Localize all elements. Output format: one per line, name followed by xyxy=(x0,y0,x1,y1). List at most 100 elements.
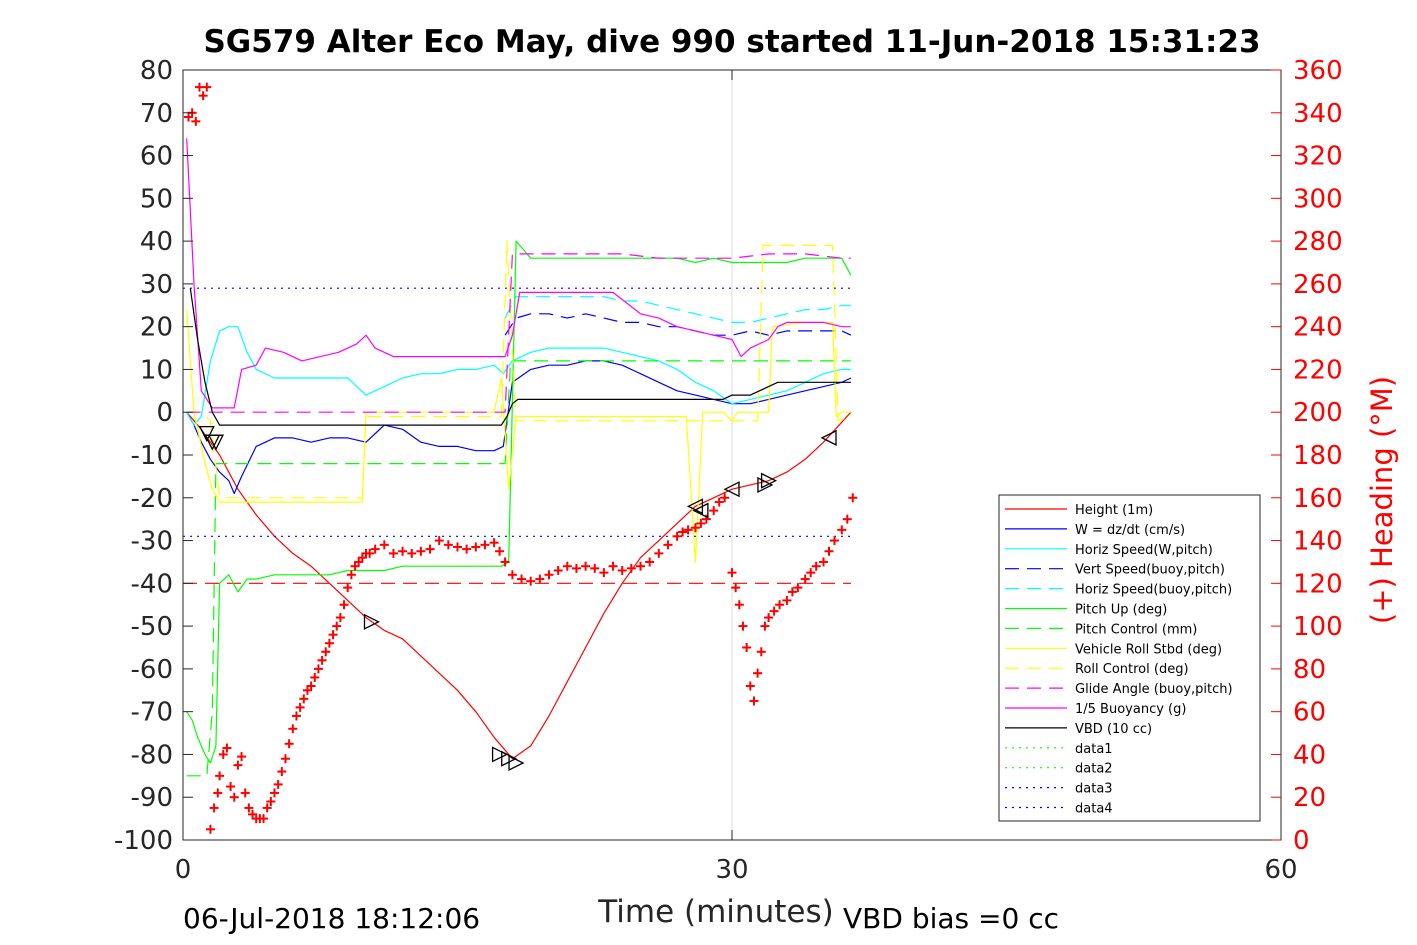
y-tick-label: -30 xyxy=(131,527,173,557)
y2-tick-label: 360 xyxy=(1293,56,1343,86)
y2-tick-label: 60 xyxy=(1293,698,1326,728)
y-tick-label: -100 xyxy=(114,826,173,856)
legend-label: Horiz Speed(W,pitch) xyxy=(1075,543,1213,558)
heading-point xyxy=(262,803,272,813)
heading-point xyxy=(202,82,212,92)
series-layer xyxy=(183,138,852,777)
heading-point xyxy=(328,630,338,640)
legend-label: Glide Angle (buoy,pitch) xyxy=(1075,682,1233,697)
heading-point xyxy=(709,506,719,516)
heading-point xyxy=(553,566,563,575)
heading-point xyxy=(229,792,239,802)
series-line-7 xyxy=(186,309,851,563)
footer-vbd-bias: VBD bias =0 cc xyxy=(843,902,1059,935)
heading-point xyxy=(714,497,724,507)
heading-point xyxy=(280,754,290,764)
heading-point xyxy=(745,681,755,691)
heading-point xyxy=(806,568,816,578)
legend-label: Vert Speed(buoy,pitch) xyxy=(1075,563,1225,578)
heading-point xyxy=(335,613,345,623)
heading-point xyxy=(760,621,770,631)
legend-label: data3 xyxy=(1075,782,1113,797)
heading-point xyxy=(259,814,269,824)
y-tick-label: 70 xyxy=(140,99,173,129)
legend-label: Vehicle Roll Stbd (deg) xyxy=(1075,642,1222,657)
heading-point xyxy=(683,525,693,535)
heading-point xyxy=(222,743,232,753)
legend-label: data1 xyxy=(1075,742,1113,757)
heading-point xyxy=(654,548,664,558)
y2-tick-label: 160 xyxy=(1293,484,1343,514)
heading-point xyxy=(284,739,294,749)
heading-point xyxy=(636,561,645,571)
heading-point xyxy=(769,606,779,616)
heading-point xyxy=(306,681,316,691)
heading-point xyxy=(824,546,834,556)
y-tick-label: -10 xyxy=(131,441,173,471)
heading-point xyxy=(738,621,748,631)
x-axis-label: Time (minutes) xyxy=(597,894,833,930)
heading-point xyxy=(811,561,821,571)
heading-point xyxy=(590,563,600,573)
heading-point xyxy=(787,587,797,597)
y2-tick-label: 320 xyxy=(1293,142,1343,172)
heading-point xyxy=(240,788,250,798)
heading-point xyxy=(775,600,785,610)
heading-point xyxy=(343,583,353,593)
heading-point xyxy=(277,767,287,777)
labels-layer: SG579 Alter Eco May, dive 990 started 11… xyxy=(183,24,1399,935)
heading-point xyxy=(742,643,752,652)
y2-tick-label: 300 xyxy=(1293,184,1343,214)
heading-point xyxy=(507,570,517,580)
heading-point xyxy=(489,538,499,548)
legend-label: data2 xyxy=(1075,762,1113,777)
y-tick-label: 50 xyxy=(140,184,173,214)
heading-point xyxy=(270,788,279,798)
heading-point xyxy=(672,531,682,541)
footer-timestamp: 06-Jul-2018 18:12:06 xyxy=(183,902,480,935)
heading-point xyxy=(443,540,453,550)
heading-point xyxy=(346,570,356,580)
y2-tick-label: 280 xyxy=(1293,227,1343,257)
ticks: 0 30 6080706050403020100-10-20-30-40-50-60… xyxy=(114,56,1343,885)
heading-point xyxy=(434,536,444,546)
heading-point xyxy=(562,561,572,571)
series-line-5 xyxy=(186,240,852,764)
heading-point xyxy=(370,544,380,554)
y2-tick-label: 40 xyxy=(1293,740,1326,770)
heading-point xyxy=(237,752,247,762)
glide-marker xyxy=(692,502,709,519)
heading-point xyxy=(837,525,847,535)
heading-point xyxy=(205,824,215,834)
heading-point xyxy=(731,583,741,593)
heading-point xyxy=(829,536,839,546)
series-line-11 xyxy=(189,288,851,426)
heading-point xyxy=(425,544,435,554)
heading-point xyxy=(379,540,389,550)
heading-point xyxy=(480,540,490,550)
legend-label: W = dz/dt (cm/s) xyxy=(1075,523,1185,538)
y-tick-label: -90 xyxy=(131,783,173,813)
heading-point xyxy=(462,544,472,554)
heading-point xyxy=(299,694,309,704)
x-tick-label: 0 xyxy=(175,855,192,885)
heading-point xyxy=(310,672,320,682)
series-line-10 xyxy=(186,138,851,409)
heading-point xyxy=(500,557,510,567)
heading-point xyxy=(244,803,254,813)
heading-point xyxy=(471,542,481,552)
heading-point xyxy=(819,557,828,567)
heading-point xyxy=(218,749,228,759)
heading-point xyxy=(226,782,236,792)
y-tick-label: 0 xyxy=(156,398,173,428)
heading-point xyxy=(727,568,737,578)
heading-layer xyxy=(183,82,858,834)
heading-point xyxy=(678,527,688,537)
y2-tick-label: 100 xyxy=(1293,612,1343,642)
y2-tick-label: 200 xyxy=(1293,398,1343,428)
heading-point xyxy=(407,548,417,558)
y-tick-label: -50 xyxy=(131,612,173,642)
heading-point xyxy=(599,568,609,578)
heading-point xyxy=(332,621,342,631)
heading-point xyxy=(233,760,243,770)
